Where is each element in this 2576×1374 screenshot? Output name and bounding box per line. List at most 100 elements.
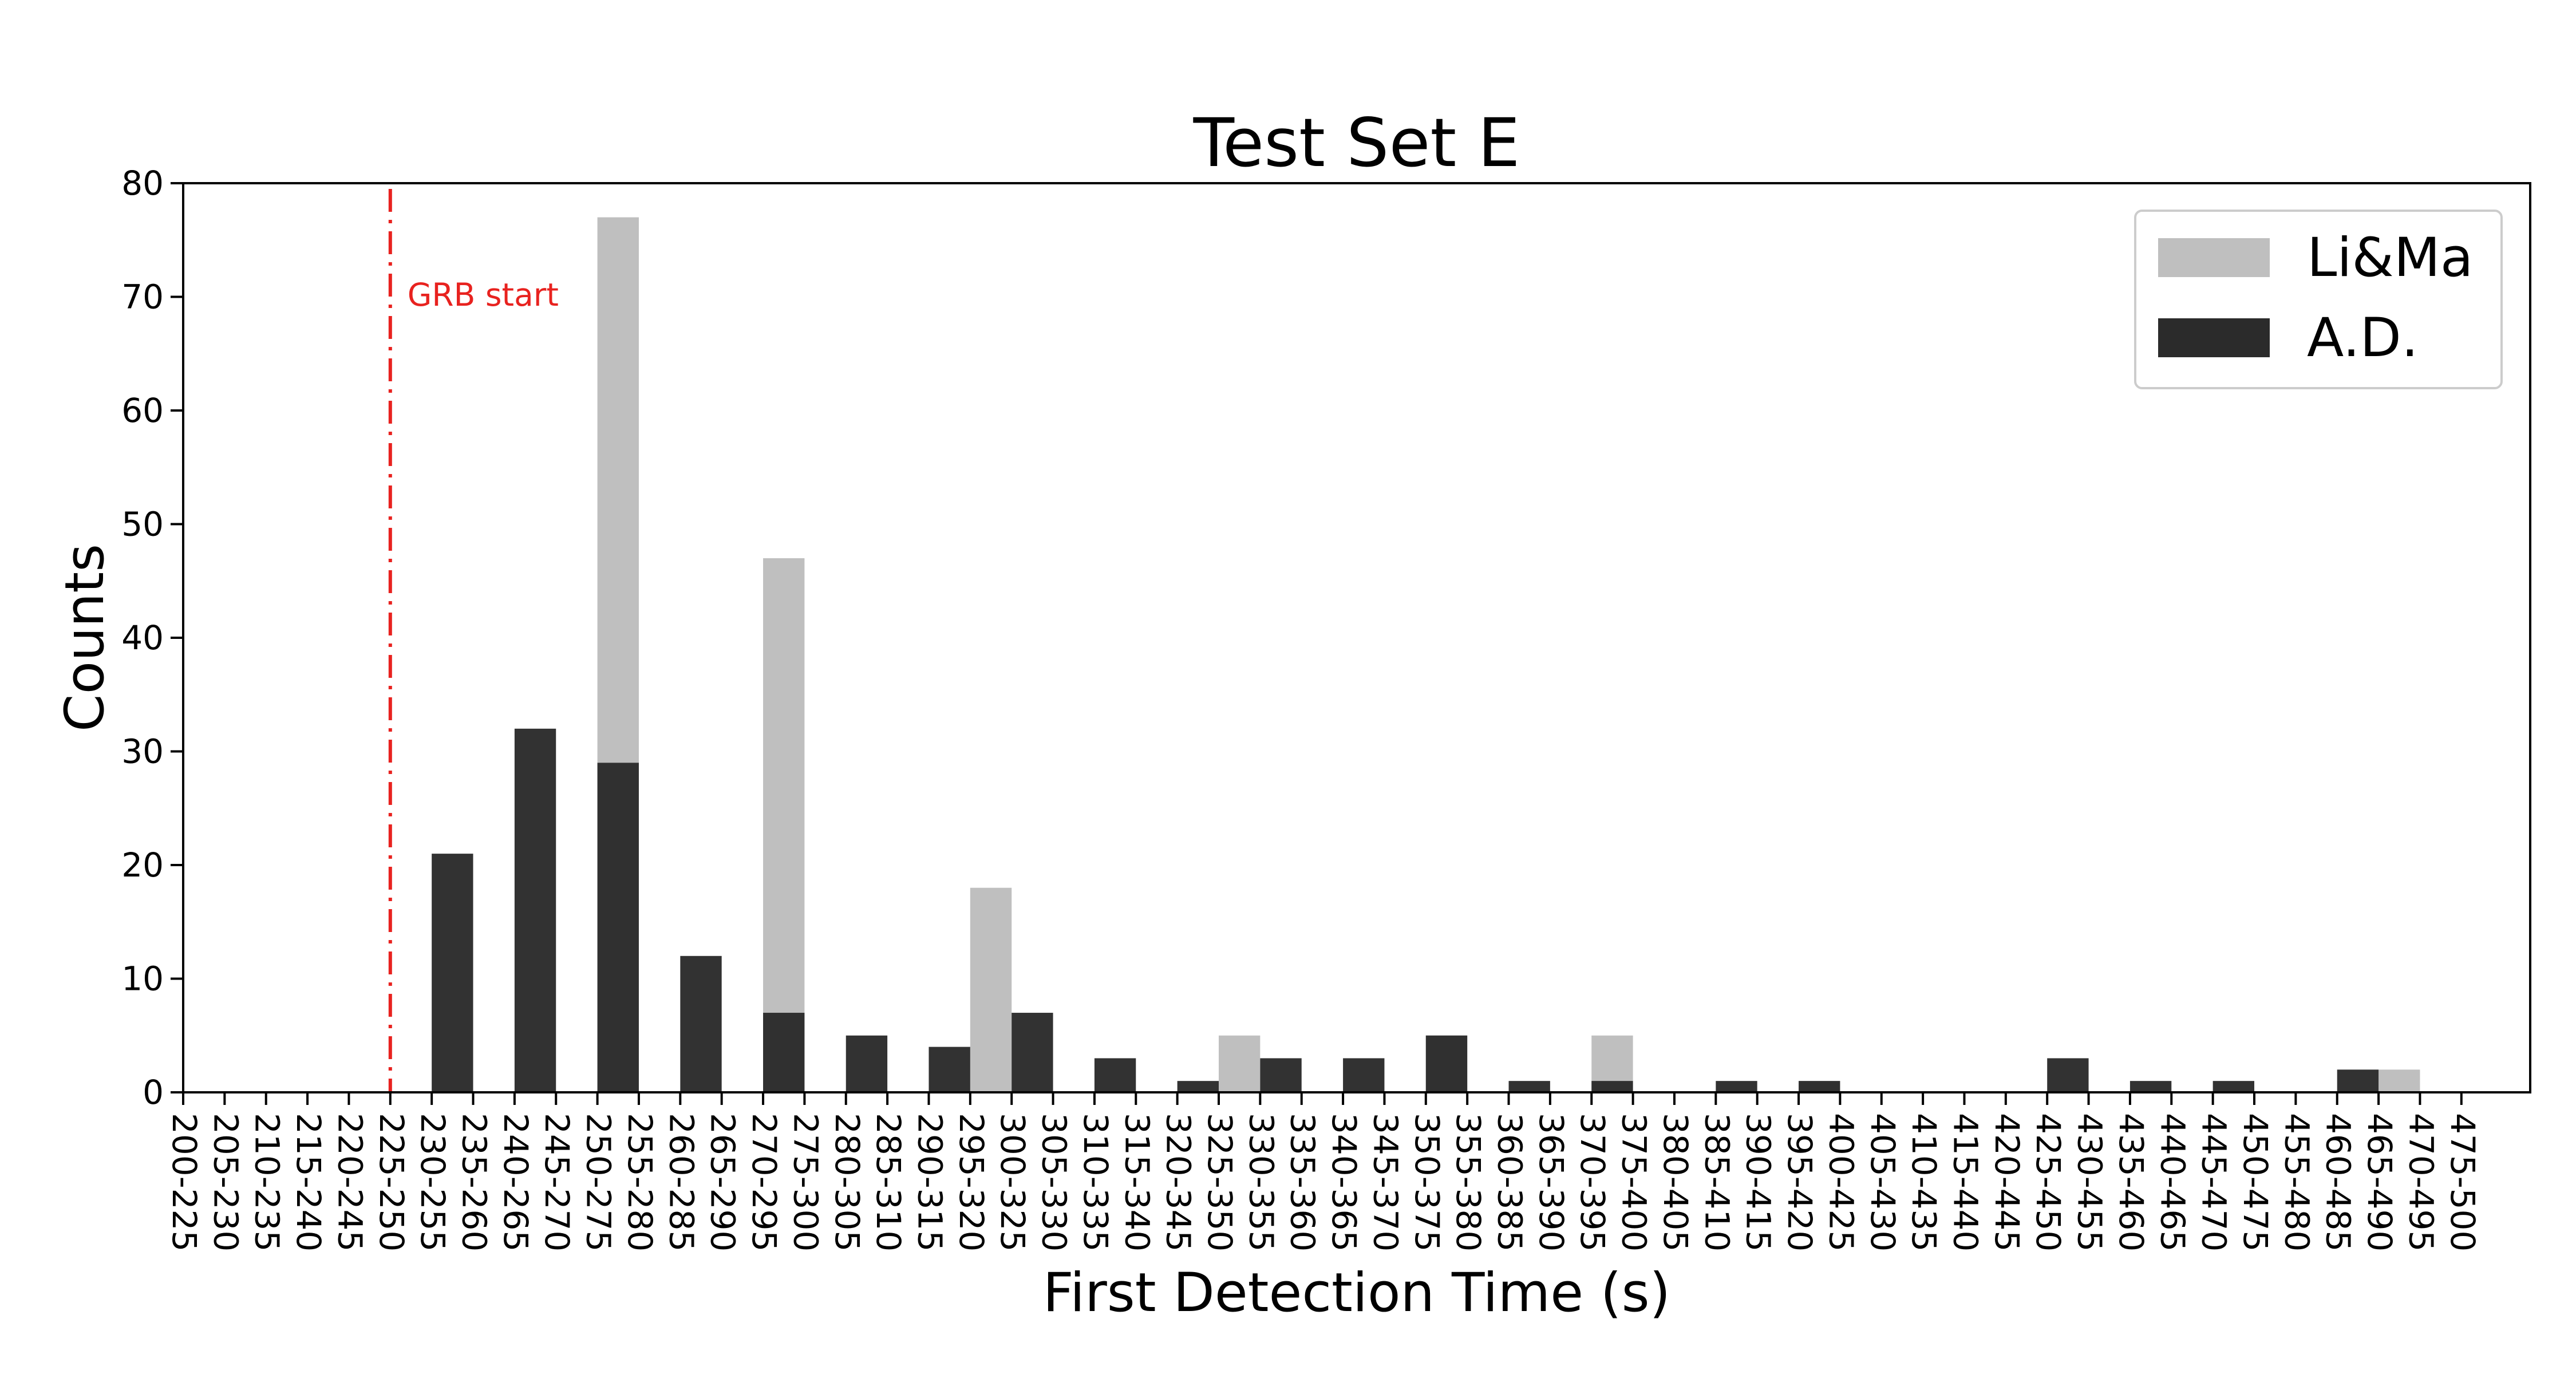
x-tick-label: 475-500 xyxy=(2443,1113,2482,1251)
x-tick-label: 360-385 xyxy=(1491,1113,1530,1251)
x-tick-label: 250-275 xyxy=(579,1113,618,1251)
x-tick-label: 315-340 xyxy=(1117,1113,1156,1251)
x-tick-label: 355-380 xyxy=(1449,1113,1488,1251)
bar-ad-260-285 xyxy=(680,956,722,1092)
y-tick-label: 80 xyxy=(121,164,164,203)
legend-swatch-ad xyxy=(2158,318,2270,357)
x-tick-label: 430-455 xyxy=(2071,1113,2109,1251)
bar-ad-230-255 xyxy=(432,854,473,1092)
y-tick-label: 30 xyxy=(121,732,164,771)
bar-ad-435-460 xyxy=(2129,1081,2172,1092)
legend-label-lima: Li&Ma xyxy=(2307,227,2474,289)
x-tick-label: 230-255 xyxy=(413,1113,452,1251)
x-tick-label: 335-360 xyxy=(1283,1113,1322,1251)
x-tick-label: 260-285 xyxy=(662,1113,701,1251)
bar-lima-325-350 xyxy=(1219,1035,1261,1092)
bar-ad-360-385 xyxy=(1508,1081,1550,1092)
x-tick-label: 320-345 xyxy=(1159,1113,1198,1251)
x-tick-label: 435-460 xyxy=(2112,1113,2151,1251)
y-tick-label: 0 xyxy=(143,1073,164,1112)
x-tick-label: 280-305 xyxy=(828,1113,867,1251)
x-tick-label: 235-260 xyxy=(455,1113,494,1251)
bar-lima-465-490 xyxy=(2379,1069,2420,1092)
bar-lima-295-320 xyxy=(970,887,1012,1092)
bar-ad-250-275 xyxy=(597,763,639,1092)
x-tick-label: 225-250 xyxy=(372,1113,411,1251)
x-tick-label: 400-425 xyxy=(1822,1113,1860,1251)
x-tick-label: 395-420 xyxy=(1780,1113,1819,1251)
y-tick-label: 50 xyxy=(121,505,164,544)
x-tick-label: 240-265 xyxy=(496,1113,535,1251)
x-tick-label: 390-415 xyxy=(1739,1113,1778,1251)
y-tick-label: 10 xyxy=(121,960,164,998)
x-tick-label: 465-490 xyxy=(2360,1113,2399,1251)
grb-start-annotation: GRB start xyxy=(388,189,559,1092)
chart-title: Test Set E xyxy=(1193,104,1520,182)
bar-ad-340-365 xyxy=(1343,1058,1385,1092)
x-tick-label: 265-290 xyxy=(704,1113,742,1251)
bar-lima-270-295 xyxy=(763,558,805,1092)
x-tick-label: 450-475 xyxy=(2236,1113,2275,1251)
x-tick-label: 380-405 xyxy=(1656,1113,1695,1251)
x-tick-label: 405-430 xyxy=(1863,1113,1902,1251)
x-tick-label: 375-400 xyxy=(1615,1113,1654,1251)
x-tick-label: 445-470 xyxy=(2195,1113,2234,1251)
series-ad-bars xyxy=(432,728,2379,1092)
x-tick-label: 370-395 xyxy=(1573,1113,1612,1251)
bar-ad-280-305 xyxy=(846,1035,888,1092)
y-axis-ticks: 0 10 20 30 40 50 60 70 80 xyxy=(121,164,183,1112)
legend-label-ad: A.D. xyxy=(2307,307,2419,369)
y-tick-label: 70 xyxy=(121,278,164,317)
x-tick-label: 415-440 xyxy=(1946,1113,1985,1251)
y-tick-label: 40 xyxy=(121,618,164,657)
x-tick-label: 285-310 xyxy=(869,1113,908,1251)
x-tick-label: 330-355 xyxy=(1242,1113,1281,1251)
bar-ad-445-470 xyxy=(2212,1081,2254,1092)
y-tick-label: 20 xyxy=(121,846,164,885)
x-tick-label: 470-495 xyxy=(2401,1113,2440,1251)
x-tick-label: 245-270 xyxy=(538,1113,576,1251)
x-tick-label: 350-375 xyxy=(1408,1113,1447,1251)
bar-ad-395-420 xyxy=(1799,1081,1840,1092)
bar-ad-330-355 xyxy=(1260,1058,1302,1092)
x-tick-label: 255-280 xyxy=(621,1113,659,1251)
bar-ad-290-315 xyxy=(929,1047,970,1092)
x-tick-label: 345-370 xyxy=(1366,1113,1405,1251)
bar-ad-385-410 xyxy=(1716,1081,1757,1092)
x-tick-label: 290-315 xyxy=(910,1113,949,1251)
x-tick-label: 365-390 xyxy=(1532,1113,1571,1251)
bar-ad-370-395 xyxy=(1591,1081,1633,1092)
y-axis-label: Counts xyxy=(54,544,116,732)
y-tick-label: 60 xyxy=(121,391,164,430)
x-tick-label: 295-320 xyxy=(952,1113,991,1251)
bar-ad-460-485 xyxy=(2337,1069,2379,1092)
bar-ad-300-325 xyxy=(1012,1013,1053,1092)
x-tick-label: 220-245 xyxy=(330,1113,369,1251)
bar-ad-240-265 xyxy=(514,728,556,1092)
series-lima-bars xyxy=(597,217,2420,1092)
x-tick-label: 440-465 xyxy=(2153,1113,2192,1251)
bar-ad-425-450 xyxy=(2047,1058,2089,1092)
legend: Li&Ma A.D. xyxy=(2134,210,2503,389)
x-tick-label: 275-300 xyxy=(786,1113,825,1251)
x-tick-label: 215-240 xyxy=(289,1113,328,1251)
x-tick-label: 455-480 xyxy=(2277,1113,2316,1251)
x-tick-label: 420-445 xyxy=(1988,1113,2026,1251)
x-tick-label: 410-435 xyxy=(1905,1113,1943,1251)
x-tick-label: 205-230 xyxy=(206,1113,245,1251)
x-tick-label: 270-295 xyxy=(745,1113,784,1251)
x-tick-label: 425-450 xyxy=(2029,1113,2068,1251)
bar-ad-320-345 xyxy=(1177,1081,1219,1092)
legend-swatch-lima xyxy=(2158,238,2270,277)
x-tick-label: 300-325 xyxy=(993,1113,1032,1251)
x-axis-ticks: 200-225 205-230 210-235 215-240 220-245 225-2… xyxy=(165,1092,2482,1251)
grb-start-label: GRB start xyxy=(408,277,559,313)
x-tick-label: 325-350 xyxy=(1200,1113,1239,1251)
bar-ad-350-375 xyxy=(1425,1035,1468,1092)
bar-ad-270-295 xyxy=(763,1013,805,1092)
x-tick-label: 460-485 xyxy=(2319,1113,2358,1251)
x-tick-label: 385-410 xyxy=(1697,1113,1736,1251)
x-tick-label: 310-335 xyxy=(1076,1113,1115,1251)
x-tick-label: 200-225 xyxy=(165,1113,204,1251)
